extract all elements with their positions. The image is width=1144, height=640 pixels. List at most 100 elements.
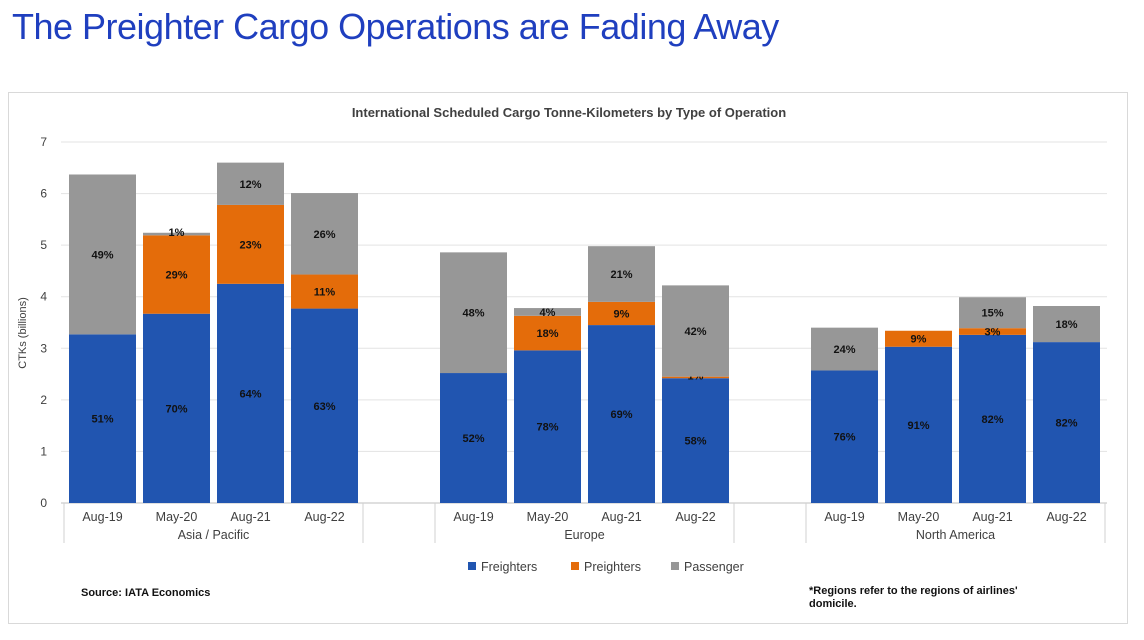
x-tick-label: Aug-21 — [601, 510, 641, 524]
bar-segment-freighters — [69, 334, 136, 503]
data-label: 69% — [610, 409, 632, 421]
x-tick-label: Aug-22 — [1046, 510, 1086, 524]
data-label: 52% — [462, 433, 484, 445]
data-label: 78% — [536, 422, 558, 434]
bar-segment-preighters — [291, 274, 358, 309]
bar-segment-preighters — [588, 301, 655, 326]
data-label: 42% — [684, 326, 706, 338]
page-title: The Preighter Cargo Operations are Fadin… — [12, 6, 779, 47]
y-tick-label: 0 — [40, 496, 47, 510]
x-tick-label: Aug-22 — [675, 510, 715, 524]
data-label: 82% — [981, 414, 1003, 426]
chart-frame: International Scheduled Cargo Tonne-Kilo… — [8, 92, 1128, 624]
y-tick-label: 5 — [40, 238, 47, 252]
y-tick-label: 3 — [40, 341, 47, 355]
bar-segment-preighters — [143, 235, 210, 314]
x-tick-label: May-20 — [898, 510, 940, 524]
bar-segment-passenger — [588, 246, 655, 302]
chart-title: International Scheduled Cargo Tonne-Kilo… — [352, 105, 786, 120]
x-tick-label: Aug-21 — [230, 510, 270, 524]
data-label: 4% — [540, 307, 556, 319]
bar-segment-passenger — [514, 308, 581, 316]
data-label: 76% — [833, 432, 855, 444]
data-label: 11% — [314, 287, 336, 299]
data-label: 21% — [610, 269, 632, 281]
x-group-label: North America — [916, 528, 995, 542]
data-label: 26% — [313, 229, 335, 241]
data-label: 63% — [313, 401, 335, 413]
x-group-label: Asia / Pacific — [178, 528, 250, 542]
data-label: 51% — [91, 414, 113, 426]
y-axis-label: CTKs (billions) — [17, 297, 29, 369]
y-tick-label: 1 — [40, 444, 47, 458]
bar-segment-preighters — [885, 330, 952, 347]
data-label: 64% — [239, 388, 261, 400]
bar-segment-passenger — [811, 327, 878, 371]
data-label: 91% — [907, 420, 929, 432]
bar-segment-passenger — [291, 193, 358, 275]
data-label: 70% — [165, 403, 187, 415]
legend-label-freighters: Freighters — [481, 560, 537, 574]
data-label: 49% — [91, 249, 113, 261]
legend-swatch-freighters — [468, 562, 476, 570]
data-label: 9% — [614, 308, 630, 320]
y-axis-ticks: 0 1 2 3 4 5 6 7 — [40, 135, 47, 510]
data-label: 1% — [169, 227, 185, 239]
data-label: 29% — [165, 270, 187, 282]
x-tick-label: Aug-19 — [824, 510, 864, 524]
y-tick-label: 4 — [40, 290, 47, 304]
data-label: 18% — [536, 328, 558, 340]
stacked-bar-chart: International Scheduled Cargo Tonne-Kilo… — [17, 105, 1107, 610]
x-group-label: Europe — [564, 528, 604, 542]
y-tick-label: 2 — [40, 393, 47, 407]
legend-label-preighters: Preighters — [584, 560, 641, 574]
data-label: 48% — [462, 308, 484, 320]
bar-segment-passenger — [1033, 305, 1100, 343]
x-tick-label: May-20 — [527, 510, 569, 524]
bar-segment-passenger — [69, 174, 136, 335]
bar-segment-freighters — [143, 313, 210, 503]
bar-segment-freighters — [588, 325, 655, 503]
data-label: 12% — [239, 179, 261, 191]
x-tick-label: Aug-19 — [82, 510, 122, 524]
bar-segment-freighters — [217, 283, 284, 503]
bar-segment-freighters — [662, 378, 729, 503]
data-label: 24% — [833, 344, 855, 356]
bar-segment-freighters — [291, 308, 358, 503]
data-label: 82% — [1055, 418, 1077, 430]
data-label: 3% — [985, 327, 1001, 339]
x-tick-label: May-20 — [156, 510, 198, 524]
legend-label-passenger: Passenger — [684, 560, 744, 574]
bar-segment-freighters — [440, 373, 507, 503]
x-axis: Aug-19 May-20 Aug-21 Aug-22 Asia / Pacific Au… — [63, 503, 1106, 543]
data-label: 18% — [1055, 319, 1077, 331]
bar-segment-freighters — [514, 350, 581, 503]
region-note-line1: *Regions refer to the regions of airline… — [809, 585, 1018, 597]
bar-segment-preighters — [959, 328, 1026, 335]
data-label: 15% — [981, 308, 1003, 320]
x-tick-label: Aug-22 — [304, 510, 344, 524]
bar-segment-preighters — [662, 376, 729, 379]
x-tick-label: Aug-21 — [972, 510, 1012, 524]
region-note-line2: domicile. — [809, 598, 857, 610]
bar-segment-passenger — [440, 252, 507, 374]
bars: 51% 49% 70% 29% 1% 64% 23% 12% 63% 11% 26% 52% 48% 78… — [69, 162, 1100, 503]
data-label: 9% — [911, 334, 927, 346]
data-label: 23% — [239, 239, 261, 251]
data-label: 58% — [684, 436, 706, 448]
bar-segment-freighters — [811, 370, 878, 503]
bar-segment-freighters — [959, 334, 1026, 503]
bar-segment-freighters — [1033, 342, 1100, 503]
y-tick-label: 6 — [40, 187, 47, 201]
bar-segment-passenger — [959, 297, 1026, 329]
bar-segment-passenger — [143, 232, 210, 236]
legend: Freighters Preighters Passenger — [468, 560, 744, 574]
bar-segment-freighters — [885, 346, 952, 503]
bar-segment-passenger — [217, 162, 284, 205]
bar-segment-preighters — [514, 315, 581, 351]
source-note: Source: IATA Economics — [81, 587, 210, 599]
y-tick-label: 7 — [40, 135, 47, 149]
bar-segment-passenger — [662, 285, 729, 377]
x-tick-label: Aug-19 — [453, 510, 493, 524]
legend-swatch-preighters — [571, 562, 579, 570]
